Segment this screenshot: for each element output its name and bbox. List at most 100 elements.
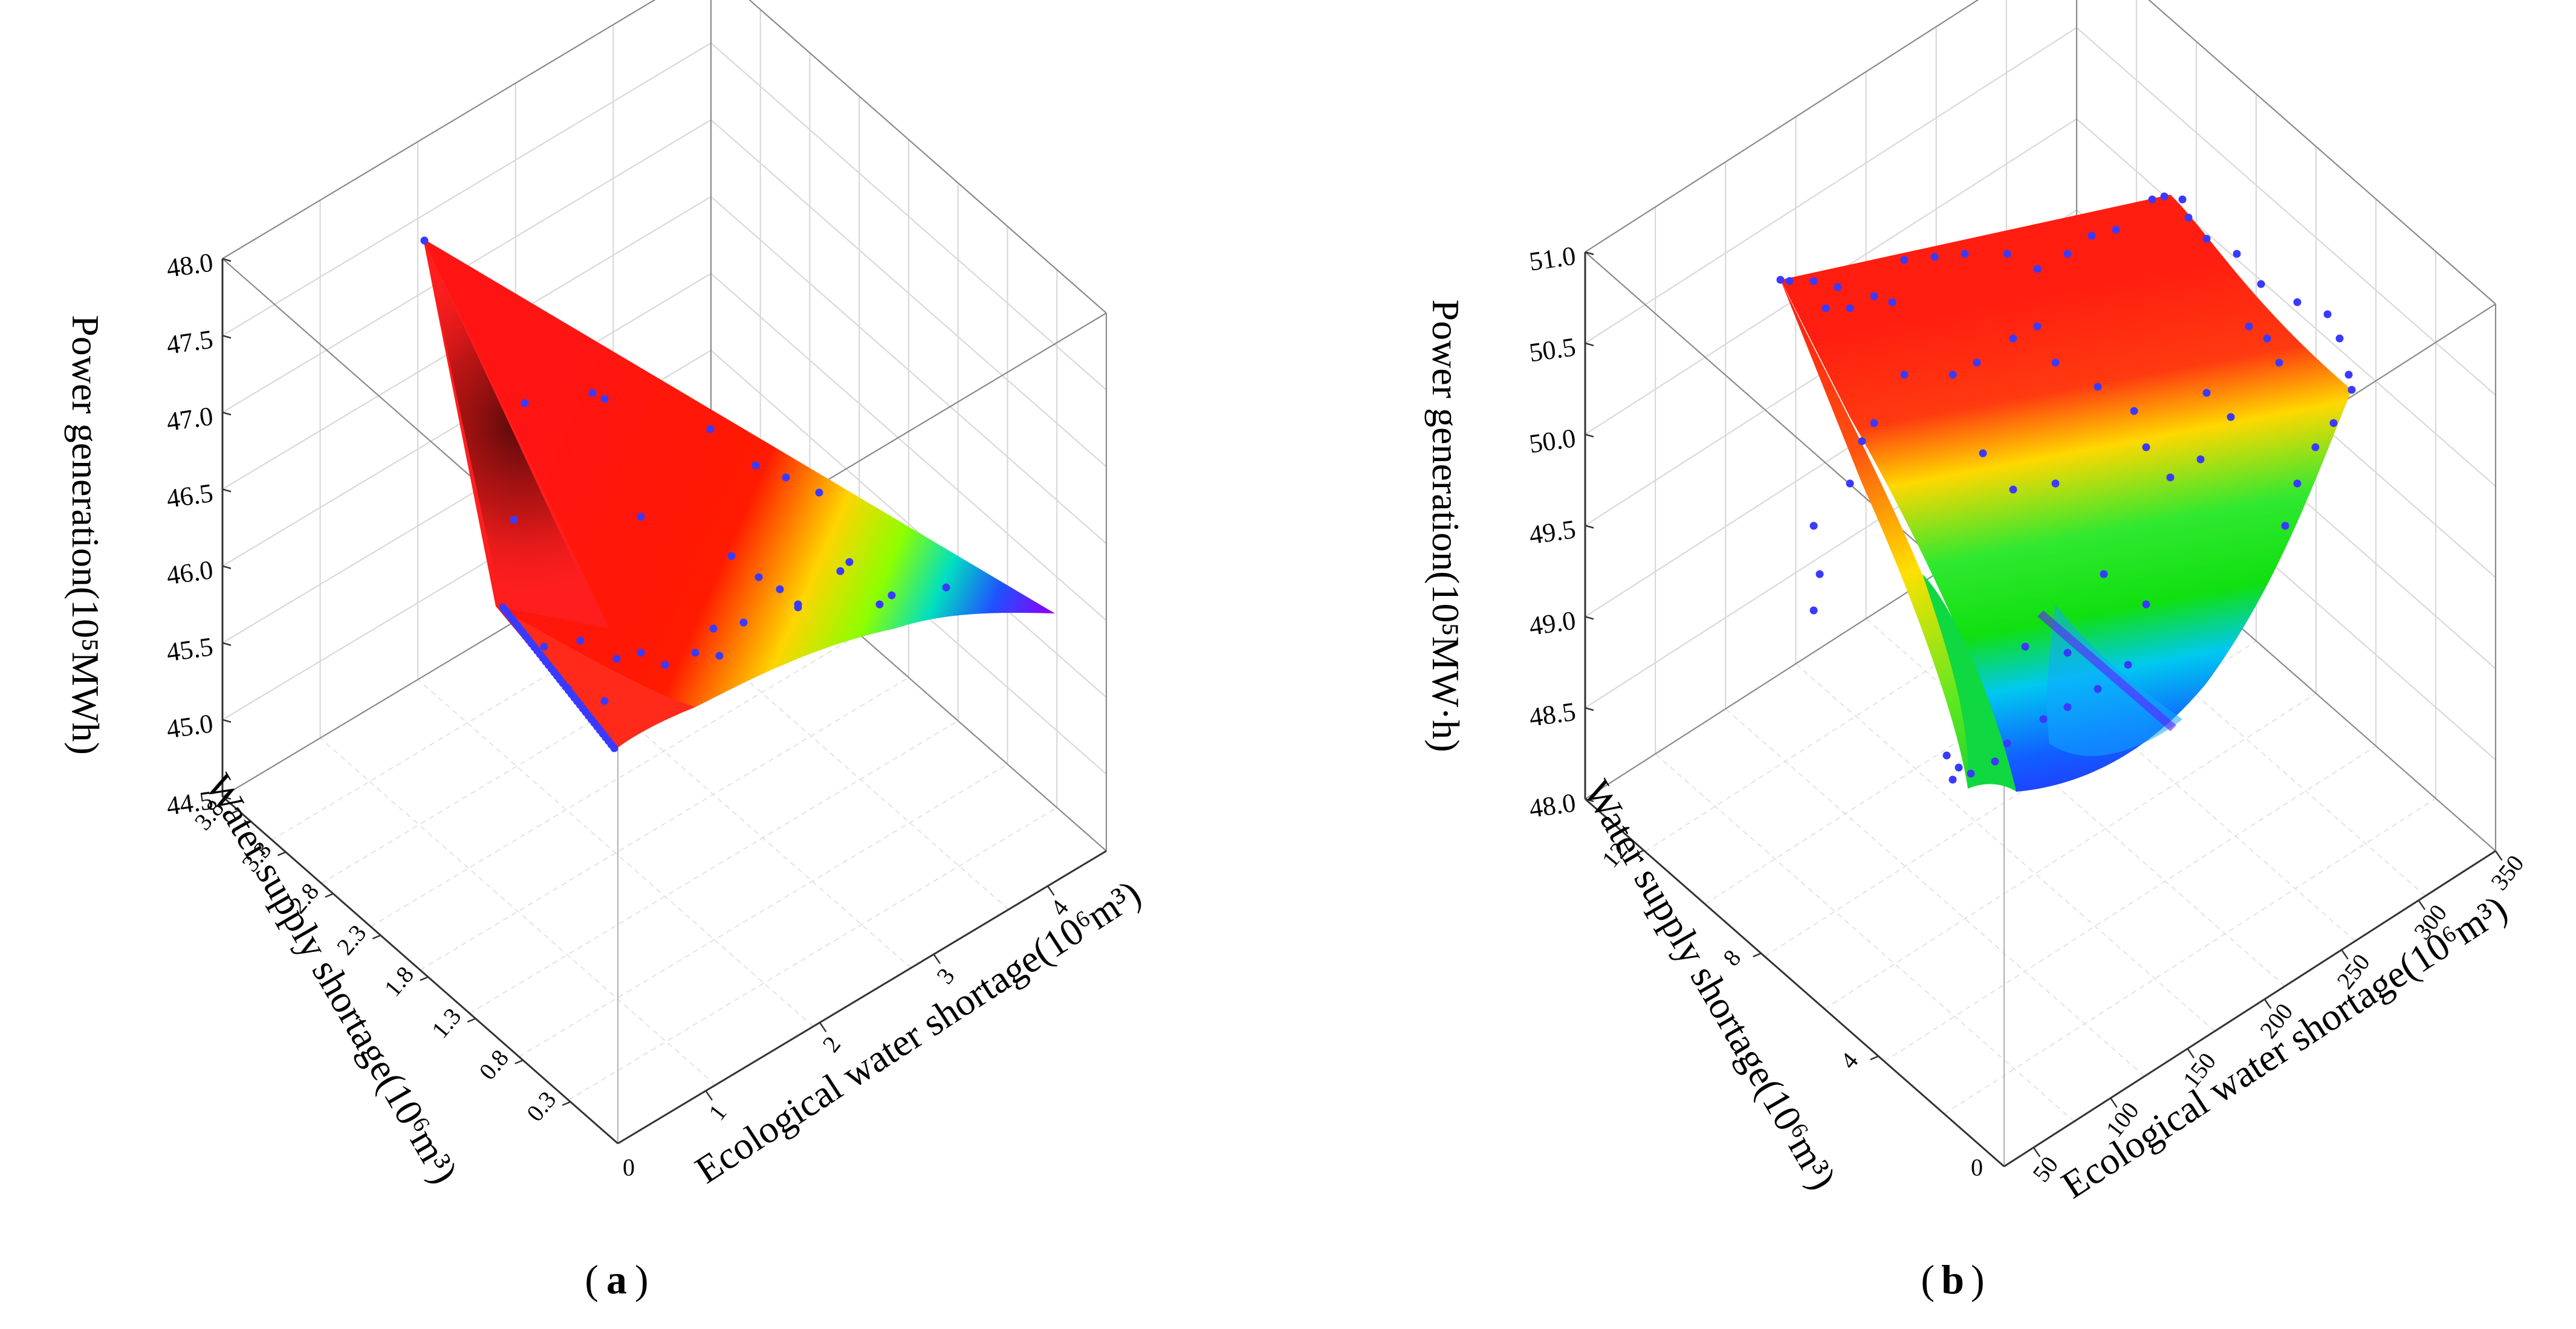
axis-tick (2263, 998, 2272, 1009)
data-point (2051, 358, 2060, 367)
data-point (1955, 763, 1963, 772)
z-tick (1585, 798, 1594, 803)
z-tick (222, 642, 232, 646)
z-tick-label: 48.0 (1527, 787, 1577, 823)
data-point (727, 552, 736, 560)
surface-face (1922, 574, 2016, 792)
data-point (1888, 298, 1896, 306)
z-tick-label: 45.5 (164, 632, 215, 667)
box-edge (2148, 0, 2496, 305)
y-axis-line (1585, 798, 2005, 1168)
grid-line (2076, 118, 2496, 487)
z-tick-label: 51.0 (1527, 241, 1577, 276)
surface-shade (2037, 610, 2176, 731)
z-axis-title: Power generation(10⁵MWh) (64, 315, 107, 755)
axis-tick (562, 1101, 571, 1106)
surface-face (496, 606, 695, 749)
data-point (776, 585, 784, 593)
z-tick (222, 719, 232, 723)
grid-line (222, 42, 712, 337)
data-point (2202, 234, 2211, 243)
data-point (1815, 570, 1824, 578)
data-point (2033, 322, 2042, 331)
data-point (2281, 522, 2289, 530)
grid-line (319, 737, 716, 1085)
data-point (2088, 231, 2096, 240)
y-tick-label: 4 (1835, 1047, 1863, 1074)
data-point (1785, 277, 1794, 285)
data-point (815, 488, 823, 497)
data-point (845, 558, 854, 566)
axis-tick (933, 954, 941, 965)
data-point (1961, 250, 1969, 258)
data-point (1973, 358, 1981, 367)
data-point (2100, 570, 2108, 578)
origin-label: 0 (623, 1154, 635, 1181)
z-tick (222, 565, 232, 569)
axis-tick (420, 976, 429, 981)
y-tick-label: 0.3 (521, 1086, 562, 1127)
grid-line (1884, 745, 2376, 1062)
grid-line (370, 633, 860, 928)
data-point (2124, 661, 2132, 669)
caption-paren: ( (1921, 1256, 1935, 1302)
z-tick (1585, 342, 1594, 347)
x-axis-line (2003, 850, 2496, 1168)
data-point (2112, 225, 2120, 234)
axis-tick (277, 851, 287, 856)
z-tick (1585, 616, 1594, 620)
data-point (510, 516, 518, 524)
grid-line (417, 679, 814, 1027)
data-point (1776, 276, 1785, 284)
caption-paren: ) (1971, 1256, 1985, 1302)
data-point (600, 395, 609, 403)
data-point (1870, 419, 1878, 427)
box-edge (222, 0, 656, 259)
data-point (836, 567, 845, 575)
grid-line (2076, 27, 2496, 396)
data-point (2003, 250, 2011, 258)
data-point (576, 636, 585, 645)
z-tick-label: 45.0 (164, 708, 215, 744)
data-point (2021, 642, 2029, 651)
data-point (420, 236, 429, 245)
z-tick (1585, 433, 1594, 438)
z-tick-label: 49.5 (1527, 514, 1577, 550)
z-tick (1585, 251, 1594, 256)
data-point (1930, 253, 1939, 261)
panel-caption: b (1941, 1256, 1964, 1302)
data-point (2257, 280, 2265, 288)
data-point (2160, 192, 2169, 201)
caption-paren: ) (635, 1256, 649, 1302)
data-point (661, 661, 669, 669)
grid-line (1824, 693, 2317, 1010)
data-point (2323, 310, 2332, 319)
x-tick-label: 1 (703, 1099, 732, 1125)
axis-tick (514, 1059, 524, 1064)
z-tick (222, 488, 232, 493)
y-axis-title: Water supply shortage(10⁶m³) (1575, 773, 1845, 1197)
z-tick-label: 46.5 (164, 478, 215, 514)
data-point (1900, 370, 1909, 379)
surface-shade (423, 239, 605, 629)
data-point (2051, 479, 2060, 488)
z-tick-label: 44.5 (164, 785, 215, 821)
z-tick-label: 50.5 (1527, 332, 1577, 367)
data-point (1809, 522, 1818, 530)
axis-tick (467, 1018, 476, 1023)
data-point (2033, 265, 2042, 273)
x-axis-title: Ecological water shortage(10⁶m³) (687, 871, 1148, 1191)
data-point (2063, 703, 2072, 711)
grid-line (710, 273, 1107, 621)
data-point (2335, 334, 2344, 343)
grid-line (420, 677, 909, 971)
z-tick-label: 48.0 (164, 247, 215, 283)
axis-tick (2341, 949, 2349, 960)
z-tick (222, 257, 232, 262)
data-point (2142, 600, 2150, 609)
z-tick-label: 48.5 (1527, 697, 1577, 732)
data-point (2039, 715, 2048, 723)
surface (420, 236, 1055, 752)
z-tick (1585, 707, 1594, 711)
